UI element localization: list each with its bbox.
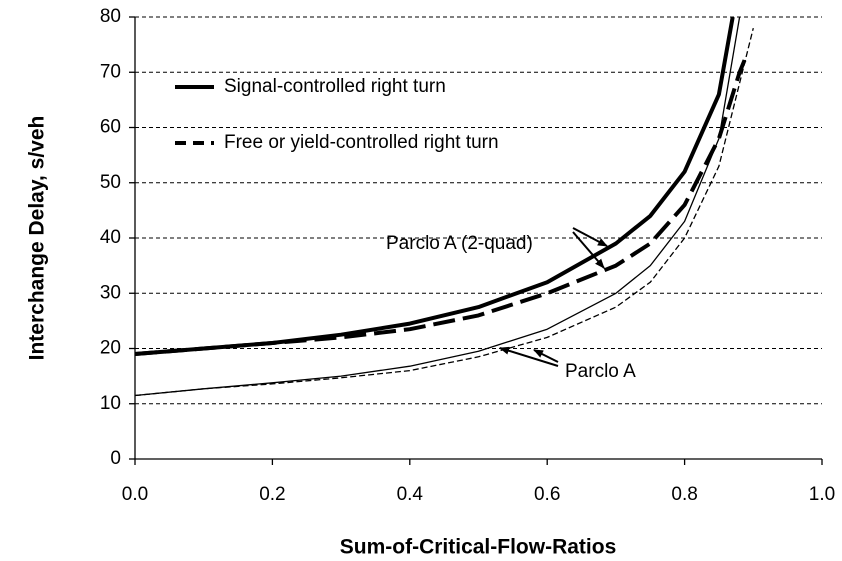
annotation: Parclo A (2-quad)	[386, 233, 533, 254]
y-tick-label: 70	[100, 61, 121, 82]
y-tick-label: 10	[100, 393, 121, 414]
line-series	[134, 16, 735, 356]
axes: 0 10 20 30 40 50 60 70 80 0.0 0.2 0.4 0.6 0.8 1.0	[100, 6, 835, 505]
x-tick-label: 0.2	[259, 484, 285, 505]
legend-label: Free or yield-controlled right turn	[224, 132, 499, 153]
x-tick-label: 0.6	[534, 484, 560, 505]
y-tick-label: 40	[100, 227, 121, 248]
x-tick-label: 1.0	[809, 484, 835, 505]
curves	[134, 16, 754, 397]
x-tick-label: 0.4	[397, 484, 424, 505]
y-tick-label: 0	[110, 448, 121, 469]
grid	[135, 16, 822, 405]
annotation-arrow	[499, 346, 559, 367]
line-series	[134, 54, 749, 356]
y-tick-label: 30	[100, 282, 121, 303]
y-tick-label: 20	[100, 338, 121, 359]
annotation-arrow	[572, 231, 605, 269]
legend-label: Signal-controlled right turn	[224, 76, 446, 97]
x-tick-label: 0.8	[671, 484, 697, 505]
annotation-arrow	[533, 349, 559, 363]
x-tick-label: 0.0	[122, 484, 148, 505]
y-tick-label: 80	[100, 6, 121, 27]
y-tick-label: 50	[100, 172, 121, 193]
annotation-arrow	[572, 227, 608, 247]
y-tick-label: 60	[100, 117, 121, 138]
x-axis-title: Sum-of-Critical-Flow-Ratios	[340, 536, 617, 559]
y-axis-title: Interchange Delay, s/veh	[26, 116, 49, 361]
line-series	[134, 16, 741, 397]
annotation: Parclo A	[565, 361, 636, 382]
line-series	[134, 27, 754, 397]
